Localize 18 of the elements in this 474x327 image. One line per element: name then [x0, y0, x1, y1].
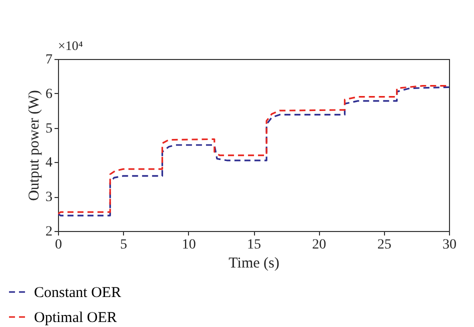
x-tick-label: 30 — [442, 238, 456, 252]
x-tick-label: 0 — [55, 238, 62, 252]
legend-label: Constant OER — [34, 285, 122, 301]
x-tick-label: 20 — [312, 238, 326, 252]
y-tick-label: 3 — [46, 190, 52, 206]
y-tick-label: 6 — [46, 86, 52, 102]
x-tick-label: 10 — [182, 238, 196, 252]
x-axis-title: Time (s) — [228, 256, 280, 272]
y-tick-label: 4 — [46, 156, 52, 171]
y-tick-label: 2 — [46, 224, 52, 240]
legend-label: Optimal OER — [34, 310, 117, 326]
x-tick-label: 25 — [377, 238, 392, 252]
y-tick-label: 5 — [46, 121, 52, 136]
y-tick-label: 7 — [46, 52, 52, 68]
text: ×10⁴ — [58, 38, 84, 53]
x-tick-label: 5 — [120, 238, 128, 252]
y-axis-title: Output power (W) — [26, 90, 42, 201]
x-tick-label: 15 — [247, 238, 261, 252]
